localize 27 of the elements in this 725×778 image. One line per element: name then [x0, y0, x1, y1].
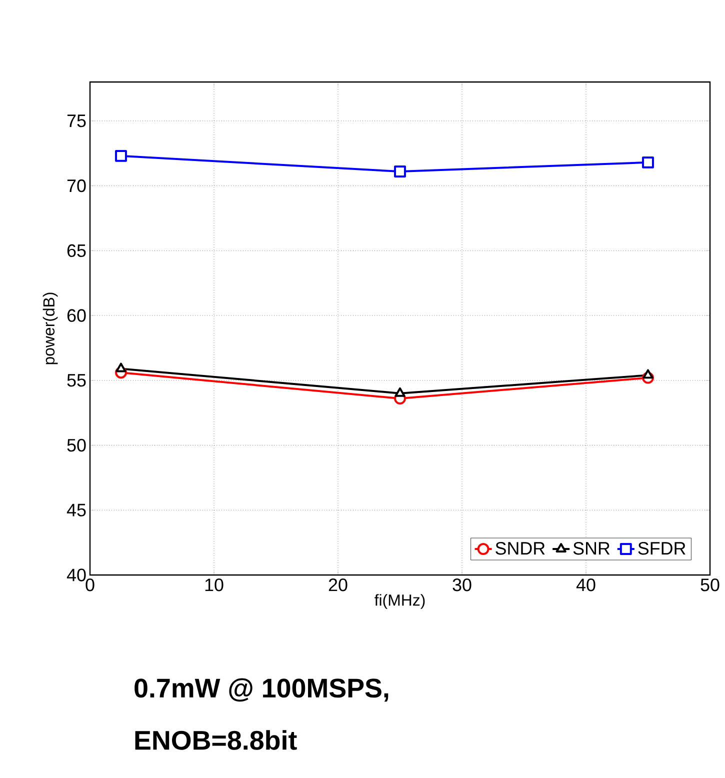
y-tick-label: 60	[67, 309, 86, 322]
x-tick-label: 20	[328, 578, 348, 592]
point	[394, 387, 406, 397]
y-tick-label: 70	[67, 179, 86, 192]
legend-label: SFDR	[638, 542, 686, 555]
y-tick-label: 45	[66, 504, 86, 516]
point	[116, 362, 126, 372]
y-tick-label: 75	[67, 114, 86, 128]
y-tick-label: 50	[67, 438, 86, 452]
point	[642, 369, 654, 379]
x-axis-title: fi(MHz)	[374, 594, 425, 609]
x-tick-label: 30	[452, 578, 472, 592]
y-tick-label: 65	[67, 244, 86, 257]
legend-label: SNR	[573, 542, 610, 555]
x-tick-label: 10	[205, 578, 224, 592]
text: ENOB=8.8bit	[135, 730, 297, 750]
text: 0.7mW @ 100MSPS,	[134, 678, 388, 702]
y-tick-label: 55	[67, 374, 86, 387]
point	[642, 156, 654, 168]
y-tick-label: 40	[66, 568, 86, 582]
legend-label: SNDR	[496, 542, 545, 555]
x-tick-label: 50	[700, 578, 720, 592]
x-tick-label: 0	[86, 578, 94, 592]
point	[394, 166, 406, 178]
point	[115, 150, 127, 162]
x-tick-label: 40	[576, 578, 596, 592]
y-axis-title: power(dB)	[42, 292, 58, 364]
